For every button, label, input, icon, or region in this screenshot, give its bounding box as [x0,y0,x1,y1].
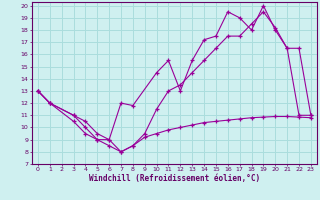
X-axis label: Windchill (Refroidissement éolien,°C): Windchill (Refroidissement éolien,°C) [89,174,260,183]
